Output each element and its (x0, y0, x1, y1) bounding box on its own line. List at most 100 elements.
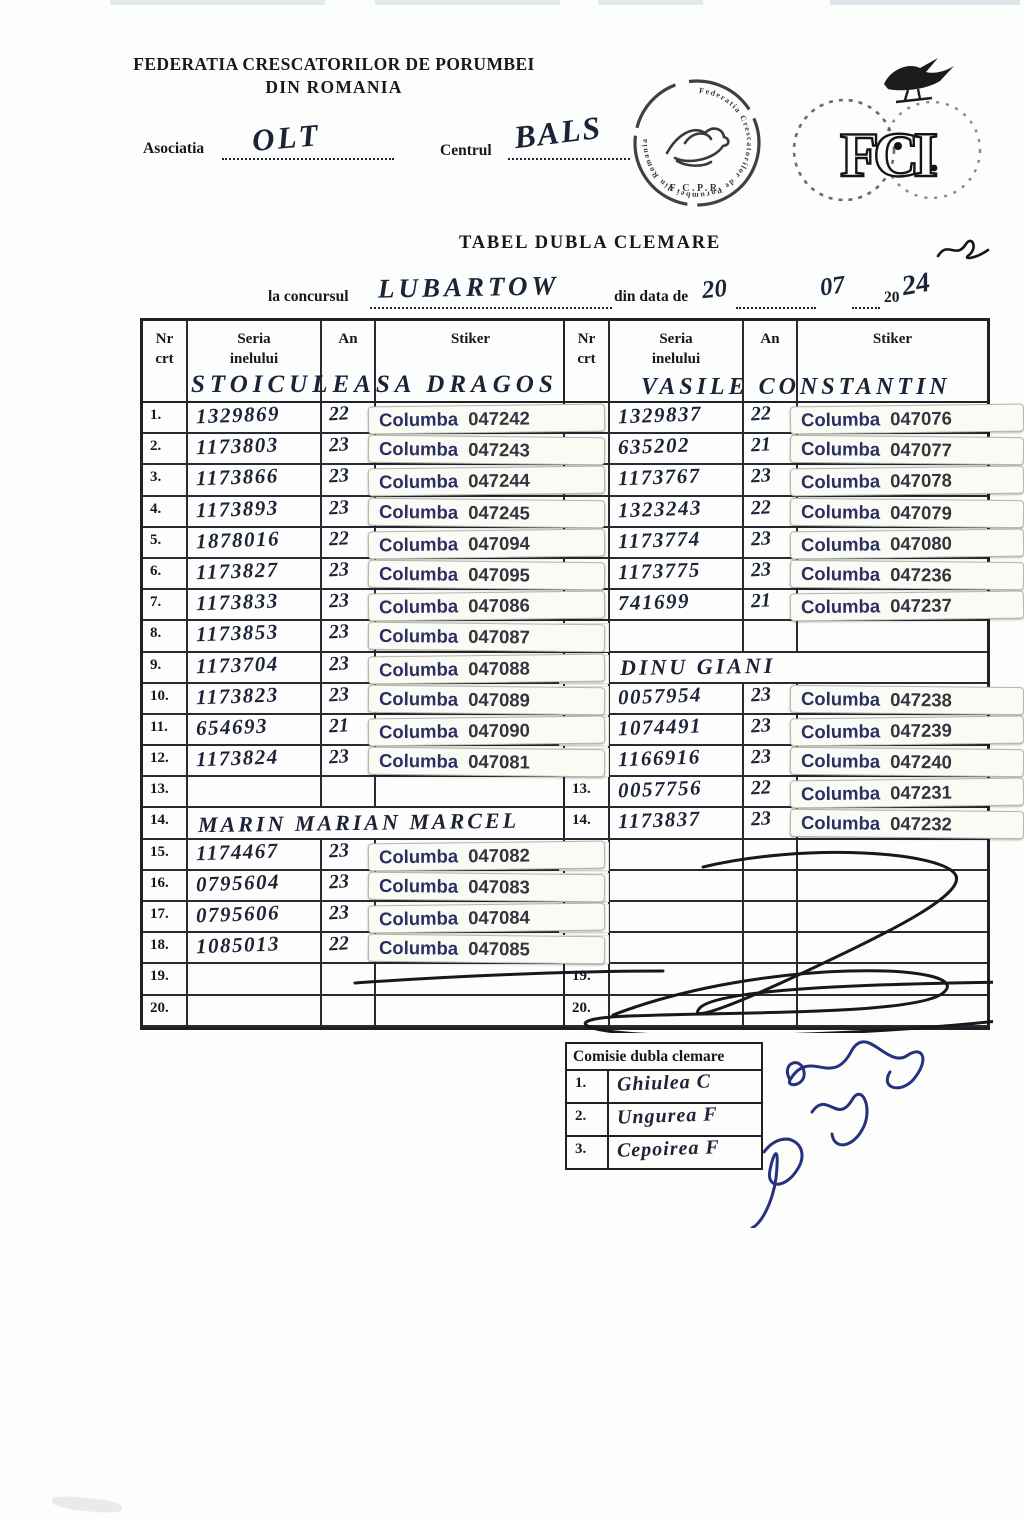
sticker-brand: Columba (378, 749, 459, 772)
columba-sticker: Columba 047079 (789, 497, 1024, 528)
scan-artifact (110, 0, 325, 5)
ring-year-handwritten: 22 (750, 776, 772, 800)
ring-series-cell (610, 839, 744, 871)
sticker-number: 047080 (890, 532, 952, 554)
ring-series-cell (188, 995, 322, 1027)
sticker-cell: Columba 047088 (367, 653, 606, 684)
comisie-member-handwritten: Ungurea F (616, 1103, 719, 1129)
stamps-graphic: Federatia Crescatorilor de Porumbei din … (633, 58, 982, 207)
sticker-cell (376, 996, 565, 1027)
ring-row-number: 1. (143, 403, 188, 435)
sticker-cell: Columba 047089 (367, 684, 606, 715)
ring-series-cell: 741699 (610, 589, 744, 622)
org-name-line2: DIN ROMANIA (265, 77, 403, 97)
ring-year-handwritten: 22 (328, 527, 350, 551)
ring-series-cell: 1173775 (610, 557, 744, 591)
ring-year-handwritten: 23 (328, 901, 350, 925)
sticker-cell: Columba 047094 (367, 528, 606, 560)
concurs-dotted-line (370, 307, 612, 309)
columba-sticker: Columba 047095 (367, 559, 606, 591)
ring-year-cell (322, 995, 376, 1027)
sticker-brand: Columba (800, 500, 881, 523)
sticker-cell (798, 996, 987, 1027)
ring-row-number: 19. (143, 964, 188, 996)
columba-sticker: Columba 047232 (789, 809, 1024, 840)
sticker-number: 047084 (468, 906, 530, 929)
sticker-brand: Columba (378, 500, 459, 523)
columba-sticker: Columba 047083 (367, 871, 606, 903)
owner-name-left: STOICULEASA DRAGOS (191, 371, 558, 399)
comisie-row-number: 2. (567, 1104, 609, 1135)
sticker-number: 047086 (468, 594, 530, 617)
columba-sticker: Columba 047082 (367, 840, 606, 872)
ring-row-number: 15. (143, 839, 188, 871)
ring-series-cell (188, 777, 322, 809)
ring-row-number: 16. (143, 870, 188, 902)
sticker-brand: Columba (800, 408, 881, 431)
sticker-cell: Columba 047242 (367, 403, 606, 435)
columba-sticker: Columba 047078 (789, 465, 1024, 497)
ring-series-cell (610, 870, 744, 902)
ring-series-handwritten: 1173827 (195, 557, 280, 585)
ring-row-number: 3. (143, 465, 188, 497)
col-header-nr-line: crt (577, 351, 596, 368)
col-header-seria: Seria inelului (610, 321, 744, 403)
scan-artifact (830, 0, 1020, 5)
sticker-brand: Columba (800, 562, 881, 585)
ring-series-handwritten: 1173823 (195, 682, 280, 709)
ring-series-handwritten: 1074491 (617, 713, 703, 741)
fancier-name-handwritten: DINU GIANI (619, 652, 776, 681)
sticker-brand: Columba (378, 687, 459, 710)
sticker-brand: Columba (378, 470, 459, 493)
sticker-brand: Columba (378, 562, 459, 585)
ring-series-handwritten: 0795604 (195, 869, 281, 897)
comisie-row: 1. Ghiulea C (567, 1070, 761, 1104)
ring-series-cell: 1166916 (610, 744, 744, 778)
ring-series-cell: 1173823 (188, 682, 322, 715)
fancier-name-row: DINU GIANI (610, 653, 987, 684)
comisie-row: 3. Cepoirea F (567, 1136, 761, 1168)
sticker-brand: Columba (800, 533, 881, 556)
sticker-number: 047082 (468, 844, 530, 866)
ring-year-cell (322, 964, 376, 996)
ring-series-cell: 1329869 (188, 401, 322, 435)
col-header-nr: Nr crt (143, 321, 188, 403)
col-header-seria-line: inelului (651, 351, 701, 368)
sticker-brand: Columba (378, 874, 459, 897)
ring-row-number: 7. (143, 590, 188, 622)
asociatia-dotted-line (222, 158, 394, 160)
sticker-cell (798, 871, 987, 902)
ring-year-handwritten: 23 (328, 433, 350, 457)
ring-year-handwritten: 23 (750, 527, 772, 551)
ring-series-cell: 1173827 (188, 557, 322, 591)
ring-year-handwritten: 23 (328, 870, 350, 894)
columba-sticker: Columba 047089 (367, 684, 606, 715)
sticker-cell (798, 933, 987, 965)
ring-year-handwritten: 23 (750, 714, 772, 738)
ring-year-handwritten: 23 (328, 620, 350, 644)
ring-series-handwritten: 1173767 (617, 463, 702, 491)
sticker-cell: Columba 047240 (789, 746, 1024, 778)
columba-sticker: Columba 047242 (367, 403, 606, 435)
sticker-cell: Columba 047238 (789, 684, 1024, 715)
ring-series-cell: 1173704 (188, 651, 322, 684)
sticker-brand: Columba (800, 782, 881, 805)
sticker-number: 047079 (890, 501, 952, 524)
pen-squiggle (936, 239, 990, 260)
sticker-cell (376, 964, 565, 996)
ring-series-cell: 1323243 (610, 495, 744, 528)
ring-row-number: 8. (143, 621, 188, 653)
col-header-nr-line: Nr (155, 331, 174, 347)
col-header-stiker-line: Stiker (450, 331, 491, 347)
sticker-number: 047242 (468, 407, 530, 430)
col-header-an-line: An (760, 331, 780, 347)
concurs-handwritten-value: LUBARTOW (377, 270, 560, 304)
ring-year-cell (322, 777, 376, 809)
comisie-member-handwritten: Ghiulea C (616, 1070, 712, 1096)
org-name-line1: FEDERATIA CRESCATORILOR DE PORUMBEI (133, 54, 535, 74)
ring-series-handwritten: 1173853 (195, 619, 280, 647)
columba-sticker: Columba 047087 (367, 622, 606, 653)
sticker-number: 047239 (890, 719, 952, 742)
sticker-brand: Columba (378, 595, 459, 618)
col-header-stiker: Stiker (376, 321, 565, 403)
